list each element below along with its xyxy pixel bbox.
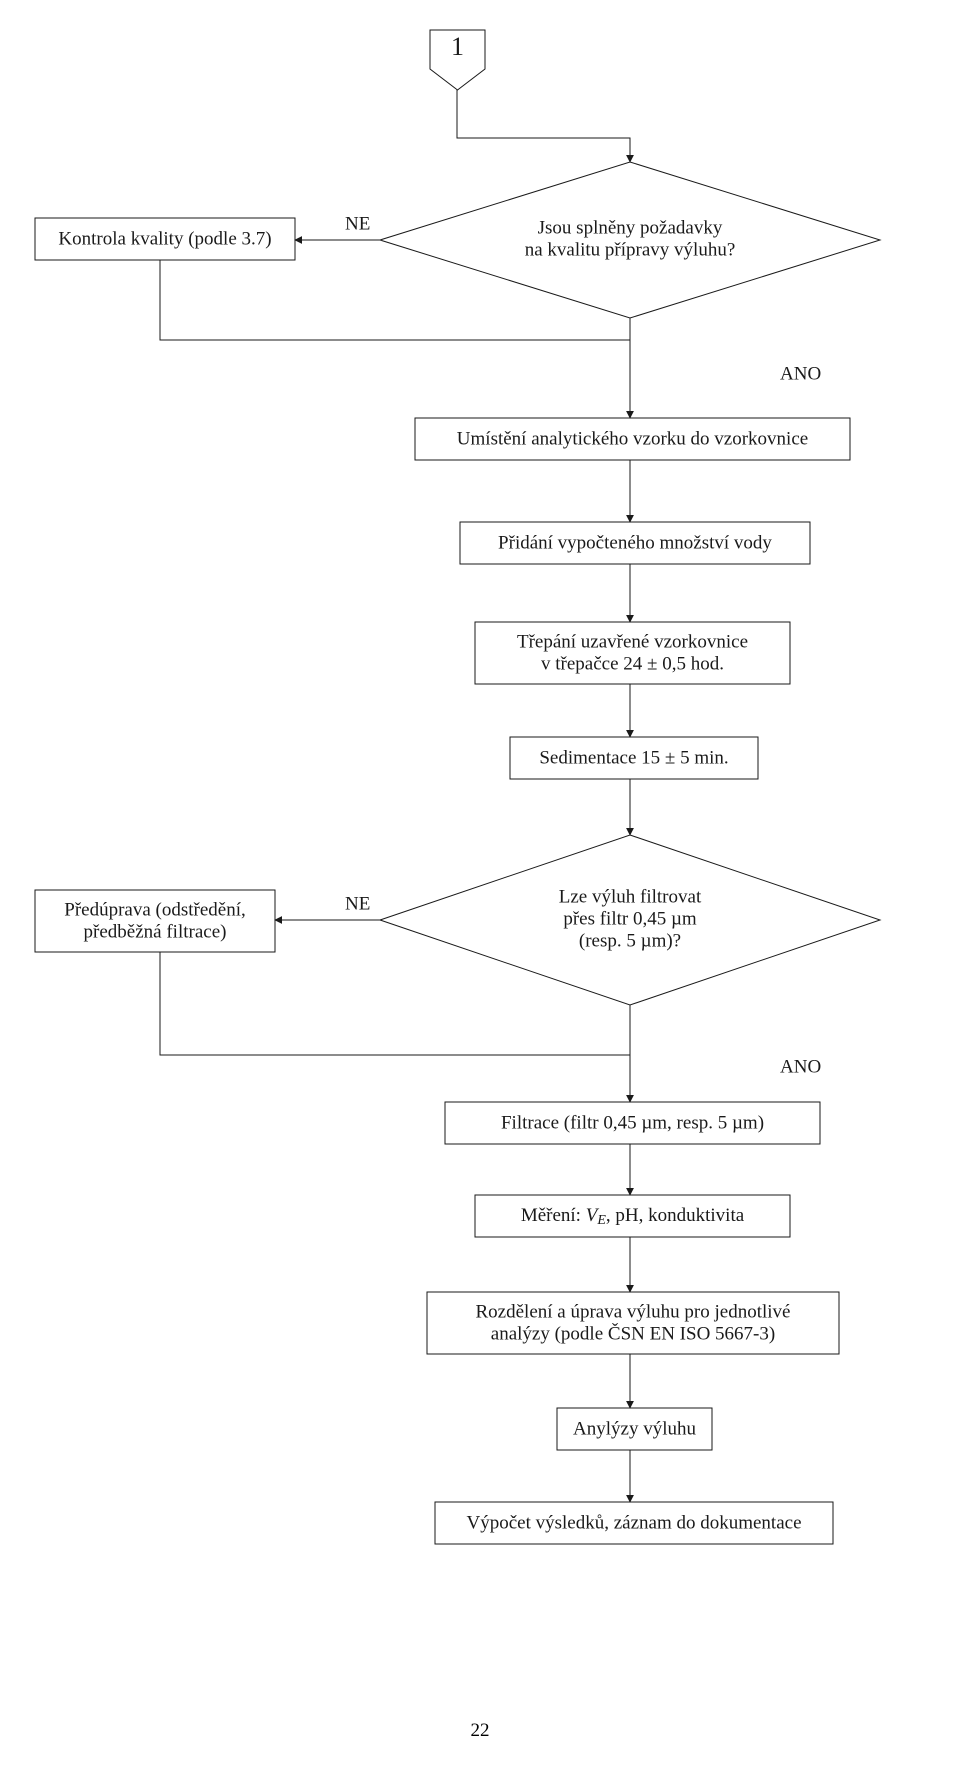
svg-text:ANO: ANO [780, 1056, 821, 1077]
node-p9: Výpočet výsledků, záznam do dokumentace [435, 1502, 833, 1544]
svg-text:Anylýzy výluhu: Anylýzy výluhu [573, 1418, 696, 1439]
node-d1: Jsou splněny požadavkyna kvalitu příprav… [380, 162, 880, 318]
svg-text:Měření: VE, pH, konduktivita: Měření: VE, pH, konduktivita [521, 1205, 745, 1227]
svg-text:předběžná filtrace): předběžná filtrace) [84, 921, 227, 942]
svg-text:Předúprava (odstředění,: Předúprava (odstředění, [64, 899, 246, 920]
svg-text:Třepání uzavřené vzorkovnice: Třepání uzavřené vzorkovnice [517, 631, 748, 652]
svg-text:1: 1 [451, 32, 464, 61]
node-d2: Lze výluh filtrovatpřes filtr 0,45 µm(re… [380, 835, 880, 1005]
svg-text:Umístění analytického vzorku d: Umístění analytického vzorku do vzorkovn… [457, 428, 808, 449]
svg-text:Přidání vypočteného množství v: Přidání vypočteného množství vody [498, 532, 772, 553]
svg-text:Sedimentace 15 ± 5 min.: Sedimentace 15 ± 5 min. [539, 747, 728, 768]
node-p2: Přidání vypočteného množství vody [460, 522, 810, 564]
flowchart-svg: 1 Kontrola kvality (podle 3.7) NE Jsou spln… [0, 0, 960, 1700]
edge-0 [457, 90, 630, 162]
node-p1: Umístění analytického vzorku do vzorkovn… [415, 418, 850, 460]
node-qc: Kontrola kvality (podle 3.7) [35, 218, 295, 260]
svg-text:v třepačce 24 ± 0,5 hod.: v třepačce 24 ± 0,5 hod. [541, 653, 724, 674]
node-ano1: ANO [780, 363, 821, 384]
svg-text:NE: NE [345, 893, 370, 914]
svg-text:přes filtr 0,45 µm: přes filtr 0,45 µm [563, 908, 697, 929]
svg-text:analýzy (podle ČSN EN ISO 5667: analýzy (podle ČSN EN ISO 5667-3) [491, 1322, 775, 1344]
svg-text:Rozdělení a úprava výluhu pro: Rozdělení a úprava výluhu pro jednotlivé [476, 1301, 791, 1322]
svg-text:Kontrola kvality (podle 3.7): Kontrola kvality (podle 3.7) [58, 228, 271, 249]
node-p6: Měření: VE, pH, konduktivita [475, 1195, 790, 1237]
svg-text:Filtrace (filtr 0,45 µm, resp.: Filtrace (filtr 0,45 µm, resp. 5 µm) [501, 1112, 764, 1133]
svg-text:Výpočet výsledků, záznam do do: Výpočet výsledků, záznam do dokumentace [466, 1512, 801, 1533]
node-p7: Rozdělení a úprava výluhu pro jednotlivé… [427, 1292, 839, 1354]
node-p3: Třepání uzavřené vzorkovnicev třepačce 2… [475, 622, 790, 684]
svg-text:Lze výluh filtrovat: Lze výluh filtrovat [559, 886, 702, 907]
page-number: 22 [0, 1700, 960, 1782]
node-ne1: NE [345, 213, 370, 234]
node-p4: Sedimentace 15 ± 5 min. [510, 737, 758, 779]
node-pre: Předúprava (odstředění,předběžná filtrac… [35, 890, 275, 952]
svg-text:Jsou splněny požadavky: Jsou splněny požadavky [538, 217, 723, 238]
node-ano2: ANO [780, 1056, 821, 1077]
svg-text:ANO: ANO [780, 363, 821, 384]
node-p8: Anylýzy výluhu [557, 1408, 712, 1450]
node-p5: Filtrace (filtr 0,45 µm, resp. 5 µm) [445, 1102, 820, 1144]
svg-text:NE: NE [345, 213, 370, 234]
svg-text:(resp. 5 µm)?: (resp. 5 µm)? [579, 930, 681, 951]
svg-text:na kvalitu přípravy výluhu?: na kvalitu přípravy výluhu? [525, 239, 736, 260]
node-ne2: NE [345, 893, 370, 914]
